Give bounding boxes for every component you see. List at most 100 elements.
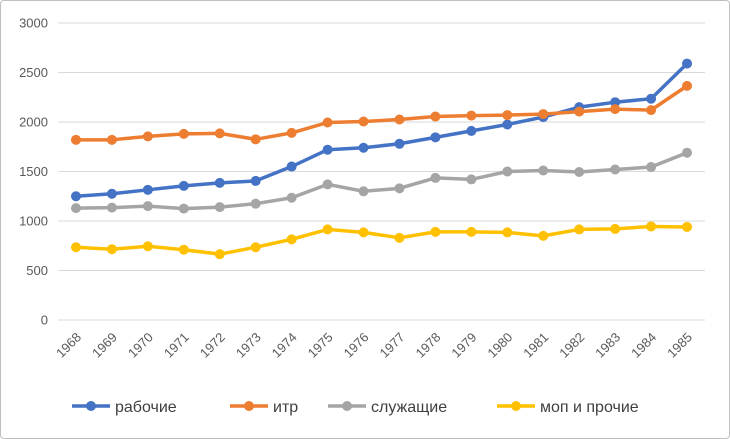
- data-point: [682, 80, 693, 91]
- data-point: [430, 226, 441, 237]
- legend-item: итр: [230, 399, 298, 416]
- series-line: [74, 61, 689, 198]
- y-tick-label: 2000: [19, 115, 48, 130]
- series-4: [70, 221, 693, 260]
- data-point: [574, 106, 585, 117]
- y-tick-label: 3000: [19, 16, 48, 31]
- legend-marker: [244, 401, 254, 411]
- data-point: [70, 203, 81, 214]
- legend-label: моп и прочие: [540, 399, 639, 416]
- data-point: [610, 104, 621, 115]
- data-point: [106, 244, 117, 255]
- data-point: [286, 127, 297, 138]
- data-point: [214, 249, 225, 260]
- series-1: [70, 58, 693, 202]
- data-point: [286, 192, 297, 203]
- data-point: [322, 224, 333, 235]
- data-point: [574, 166, 585, 177]
- x-tick-label: 1977: [377, 330, 408, 361]
- series-line: [74, 150, 689, 211]
- x-tick-label: 1981: [520, 330, 551, 361]
- legend-label: итр: [273, 399, 298, 416]
- x-tick-label: 1971: [161, 330, 192, 361]
- x-tick-label: 1976: [341, 330, 372, 361]
- data-point: [394, 232, 405, 243]
- data-point: [502, 227, 513, 238]
- x-tick-label: 1984: [628, 330, 659, 361]
- data-point: [106, 188, 117, 199]
- y-tick-label: 2500: [19, 65, 48, 80]
- x-tick-label: 1979: [448, 330, 479, 361]
- data-point: [682, 221, 693, 232]
- data-point: [538, 230, 549, 241]
- data-point: [394, 138, 405, 149]
- series-group: [70, 58, 693, 260]
- x-tick-label: 1970: [125, 330, 156, 361]
- data-point: [466, 125, 477, 136]
- data-point: [214, 177, 225, 188]
- data-point: [178, 244, 189, 255]
- data-point: [502, 166, 513, 177]
- legend: рабочие итр служащие моп и прочие: [72, 399, 639, 416]
- data-point: [610, 97, 621, 108]
- x-tick-label: 1980: [484, 330, 515, 361]
- data-point: [142, 184, 153, 195]
- y-tick-label: 500: [26, 263, 48, 278]
- legend-marker: [86, 401, 96, 411]
- data-point: [430, 132, 441, 143]
- data-point: [250, 134, 261, 145]
- data-point: [250, 198, 261, 209]
- data-point: [394, 114, 405, 125]
- data-point: [178, 203, 189, 214]
- data-point: [214, 128, 225, 139]
- x-tick-label: 1974: [269, 330, 300, 361]
- data-point: [286, 161, 297, 172]
- legend-marker: [511, 401, 521, 411]
- data-point: [502, 110, 513, 121]
- data-point: [358, 142, 369, 153]
- x-tick-label: 1973: [233, 330, 264, 361]
- data-point: [610, 223, 621, 234]
- y-tick-label: 0: [41, 313, 48, 328]
- data-point: [466, 226, 477, 237]
- x-tick-label: 1983: [592, 330, 623, 361]
- data-point: [646, 162, 657, 173]
- x-tick-label: 1982: [556, 330, 587, 361]
- data-point: [358, 116, 369, 127]
- legend-label: служащие: [371, 399, 447, 416]
- data-point: [250, 242, 261, 253]
- data-point: [286, 234, 297, 245]
- data-point: [70, 191, 81, 202]
- data-point: [430, 111, 441, 122]
- x-tick-label: 1985: [664, 330, 695, 361]
- data-point: [646, 105, 657, 116]
- data-point: [610, 164, 621, 175]
- legend-item: моп и прочие: [497, 399, 639, 416]
- data-point: [106, 202, 117, 213]
- data-point: [358, 227, 369, 238]
- x-tick-label: 1978: [412, 330, 443, 361]
- series-2: [70, 80, 693, 145]
- x-axis-ticks: 1968 1969 1970 1971 1972 1973 1974 1975 1976 1977…: [53, 330, 695, 361]
- data-point: [322, 117, 333, 128]
- data-point: [682, 58, 693, 69]
- legend-item: рабочие: [72, 399, 177, 416]
- data-point: [502, 119, 513, 130]
- x-tick-label: 1972: [197, 330, 228, 361]
- x-tick-label: 1975: [305, 330, 336, 361]
- data-point: [70, 242, 81, 253]
- data-point: [646, 221, 657, 232]
- data-point: [142, 241, 153, 252]
- series-line: [74, 84, 689, 142]
- data-point: [250, 175, 261, 186]
- legend-label: рабочие: [115, 399, 177, 416]
- data-point: [538, 109, 549, 120]
- data-point: [70, 134, 81, 145]
- x-tick-label: 1968: [53, 330, 84, 361]
- data-point: [142, 201, 153, 212]
- data-point: [106, 134, 117, 145]
- data-point: [322, 144, 333, 155]
- legend-marker: [342, 401, 352, 411]
